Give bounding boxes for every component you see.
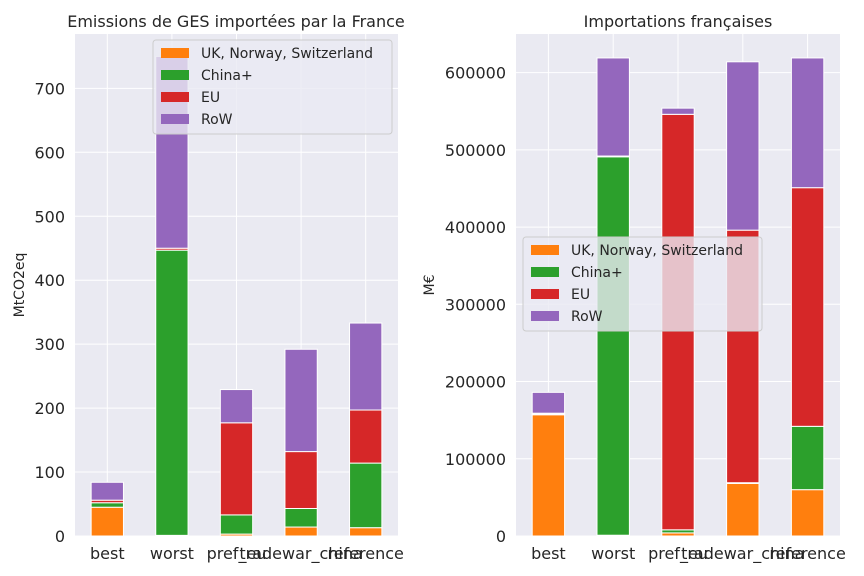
bar-segment <box>219 389 254 424</box>
legend-label: EU <box>201 90 220 106</box>
y-tick-label: 600000 <box>445 64 506 83</box>
legend-swatch <box>161 114 189 124</box>
bar-segment <box>349 462 383 529</box>
bar-segment <box>284 508 318 528</box>
x-tick-label: pref_eu <box>207 544 267 564</box>
legend-swatch <box>531 267 559 277</box>
bar-segment <box>90 481 124 501</box>
legend-label: China+ <box>571 265 623 281</box>
bar-segment <box>349 322 383 411</box>
y-tick-label: 100000 <box>445 450 506 469</box>
y-tick-label: 0 <box>55 527 65 546</box>
legend-frame <box>152 39 393 135</box>
legend-swatch <box>161 92 189 102</box>
legend-swatch <box>531 289 559 299</box>
bar-segment <box>726 482 760 537</box>
legend-label: RoW <box>201 112 233 128</box>
bar-segment <box>596 57 630 157</box>
y-tick-label: 200000 <box>445 373 506 392</box>
x-tick-label: worst <box>591 544 635 563</box>
x-tick-label: best <box>531 544 566 563</box>
bar-segment <box>219 422 254 516</box>
bar-segment <box>596 156 630 536</box>
bar-segment <box>155 249 189 536</box>
x-tick-label: worst <box>150 544 194 563</box>
y-tick-label: 400000 <box>445 218 506 237</box>
legend-swatch <box>531 245 559 255</box>
y-tick-label: 100 <box>34 463 65 482</box>
bar-segment <box>219 514 254 535</box>
legend-swatch <box>531 311 559 321</box>
chart-imports: Importations françaises M€ 0 100000 200000… <box>422 12 846 564</box>
bar-segment <box>284 348 318 453</box>
legend-swatch <box>161 70 189 80</box>
chart-emissions: Emissions de GES importées par la France… <box>12 12 405 564</box>
bar-segment <box>790 187 825 427</box>
bar-segment <box>90 502 124 508</box>
legend-swatch <box>161 48 189 58</box>
x-tick-label: reference <box>769 544 845 563</box>
legend: UK, Norway, Switzerland China+ EU RoW <box>522 236 763 332</box>
y-tick-label: 300000 <box>445 295 506 314</box>
y-tick-label: 400 <box>34 271 65 290</box>
y-tick-label: 300 <box>34 335 65 354</box>
x-tick-label: pref_eu <box>648 544 708 564</box>
y-tick-label: 600 <box>34 143 65 162</box>
legend-label: UK, Norway, Switzerland <box>571 243 743 259</box>
bar-segment <box>349 527 383 537</box>
legend-label: UK, Norway, Switzerland <box>201 46 373 62</box>
y-axis-label: MtCO2eq <box>12 253 28 318</box>
bar-segment <box>790 57 825 189</box>
y-axis-label: M€ <box>422 275 438 296</box>
legend-label: RoW <box>571 309 603 325</box>
x-tick-label: reference <box>327 544 403 563</box>
x-tick-label: tradewar_china <box>681 544 804 564</box>
y-tick-label: 200 <box>34 399 65 418</box>
legend-frame <box>522 236 763 332</box>
y-tick-label: 700 <box>34 79 65 98</box>
bar-segment <box>531 391 566 414</box>
y-tick-label: 0 <box>496 527 506 546</box>
x-tick-label: best <box>90 544 125 563</box>
bar-segment <box>284 526 318 537</box>
y-tick-label: 500000 <box>445 141 506 160</box>
bar-segment <box>661 107 695 115</box>
bar-segment <box>790 425 825 491</box>
x-tick-label: tradewar_china <box>239 544 362 564</box>
legend: UK, Norway, Switzerland China+ EU RoW <box>152 39 393 135</box>
bar-segment <box>284 451 318 510</box>
bar-segment <box>531 414 566 537</box>
legend-label: EU <box>571 287 590 303</box>
bar-segment <box>726 61 760 231</box>
legend-label: China+ <box>201 68 253 84</box>
bar-segment <box>90 506 124 537</box>
bar-segment <box>349 409 383 464</box>
y-tick-label: 500 <box>34 207 65 226</box>
chart-title: Importations françaises <box>584 12 773 31</box>
chart-title: Emissions de GES importées par la France <box>67 12 405 31</box>
bar-segment <box>790 489 825 537</box>
